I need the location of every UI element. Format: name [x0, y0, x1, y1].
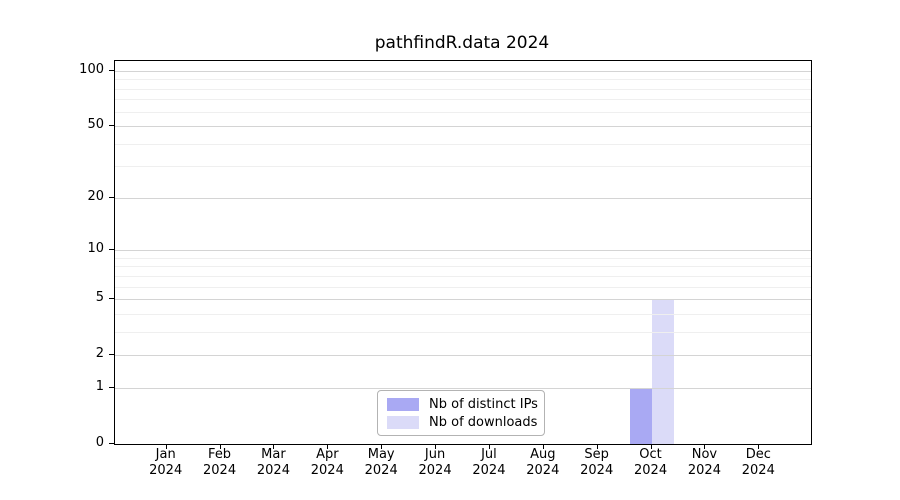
y-tick-label: 100	[79, 62, 104, 77]
y-tick-mark	[109, 387, 114, 388]
y-tick-mark	[109, 354, 114, 355]
legend-swatch-distinct-ips-icon	[387, 397, 419, 411]
x-tick-label: Apr 2024	[310, 447, 344, 478]
y-tick-label: 5	[95, 290, 104, 306]
gridline-minor	[115, 314, 811, 315]
gridline-minor	[115, 332, 811, 333]
legend-swatch-downloads-icon	[387, 415, 419, 429]
gridline-minor	[115, 99, 811, 100]
gridline-minor	[115, 79, 811, 80]
x-tick-label: Jul 2024	[472, 447, 506, 478]
gridline-minor	[115, 144, 811, 145]
legend-label-downloads: Nb of downloads	[429, 414, 538, 430]
bar-nb-of-distinct-ips-oct-2024	[629, 387, 652, 444]
y-tick-label: 0	[95, 435, 104, 450]
legend: Nb of distinct IPs Nb of downloads	[377, 390, 545, 436]
gridline-major	[115, 126, 811, 127]
gridline-major	[115, 71, 811, 72]
chart-title: pathfindR.data 2024	[374, 33, 550, 53]
x-tick-label: Oct 2024	[634, 447, 668, 478]
gridline-minor	[115, 276, 811, 277]
y-tick-mark	[109, 298, 114, 299]
x-tick-mark	[489, 444, 490, 449]
y-tick-mark	[109, 125, 114, 126]
gridline-minor	[115, 89, 811, 90]
x-tick-mark	[758, 444, 759, 449]
x-tick-mark	[704, 444, 705, 449]
x-tick-mark	[435, 444, 436, 449]
x-tick-label: Feb 2024	[203, 447, 237, 478]
gridline-minor	[115, 258, 811, 259]
bar-nb-of-downloads-oct-2024	[651, 299, 674, 444]
x-tick-label: Aug 2024	[526, 447, 560, 478]
gridline-minor	[115, 166, 811, 167]
x-tick-mark	[381, 444, 382, 449]
legend-item-distinct-ips: Nb of distinct IPs	[387, 397, 544, 412]
x-tick-label: Nov 2024	[687, 447, 721, 478]
y-tick-mark	[109, 249, 114, 250]
y-tick-mark	[109, 70, 114, 71]
y-tick-label: 2	[95, 346, 104, 362]
legend-label-distinct-ips: Nb of distinct IPs	[429, 396, 538, 412]
x-tick-mark	[273, 444, 274, 449]
x-tick-label: May 2024	[364, 447, 398, 478]
x-tick-mark	[597, 444, 598, 449]
gridline-minor	[115, 266, 811, 267]
gridline-major	[115, 250, 811, 251]
y-tick-label: 10	[87, 241, 104, 257]
gridline-major	[115, 299, 811, 300]
y-tick-label: 1	[95, 378, 104, 394]
x-tick-mark	[220, 444, 221, 449]
y-tick-label: 20	[87, 188, 104, 204]
x-tick-label: Jan 2024	[149, 447, 183, 478]
legend-item-downloads: Nb of downloads	[387, 415, 544, 430]
x-tick-mark	[543, 444, 544, 449]
x-tick-label: Sep 2024	[580, 447, 614, 478]
x-tick-mark	[651, 444, 652, 449]
y-tick-mark	[109, 443, 114, 444]
x-tick-label: Dec 2024	[741, 447, 775, 478]
x-tick-label: Mar 2024	[256, 447, 290, 478]
y-tick-mark	[109, 197, 114, 198]
gridline-major	[115, 388, 811, 389]
y-tick-label: 50	[87, 117, 104, 133]
x-tick-mark	[327, 444, 328, 449]
gridline-minor	[115, 112, 811, 113]
x-tick-mark	[166, 444, 167, 449]
plot-area	[114, 60, 812, 445]
gridline-minor	[115, 287, 811, 288]
gridline-major	[115, 355, 811, 356]
gridline-major	[115, 198, 811, 199]
x-tick-label: Jun 2024	[418, 447, 452, 478]
